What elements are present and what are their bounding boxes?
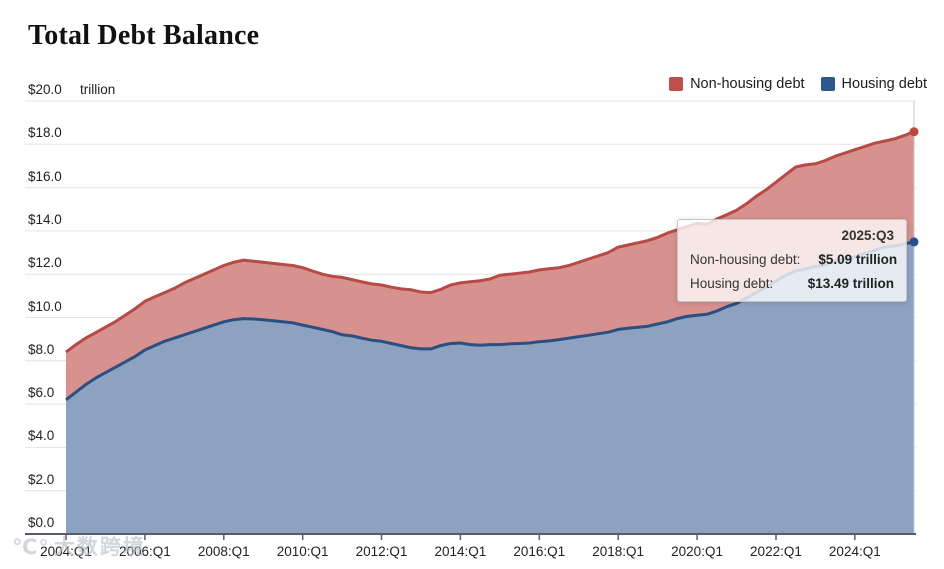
chart-title: Total Debt Balance bbox=[28, 20, 260, 51]
y-axis-tick-label: $4.0 bbox=[28, 428, 55, 444]
y-axis-tick-label: $20.0 bbox=[28, 82, 62, 97]
y-axis-unit-label: trillion bbox=[80, 82, 116, 97]
chart-tooltip: 2025:Q3 Non-housing debt: $5.09 trillion… bbox=[677, 219, 907, 302]
y-axis-tick-label: $6.0 bbox=[28, 385, 55, 401]
y-axis-tick-label: $16.0 bbox=[28, 168, 62, 184]
x-axis-tick-label: 2010:Q1 bbox=[276, 544, 329, 559]
y-axis-tick-label: $2.0 bbox=[28, 471, 55, 487]
tooltip-value-non-housing: $5.09 trillion bbox=[818, 252, 898, 267]
tooltip-label-non-housing: Non-housing debt: bbox=[690, 252, 801, 267]
legend-label-housing: Housing debt bbox=[841, 76, 927, 92]
x-axis-tick-label: 2018:Q1 bbox=[592, 544, 645, 559]
tooltip-value-housing: $13.49 trillion bbox=[807, 276, 894, 291]
y-axis-tick-label: $10.0 bbox=[28, 298, 62, 314]
tooltip-row-non-housing: Non-housing debt: $5.09 trillion bbox=[690, 252, 898, 267]
y-axis-tick-label: $0.0 bbox=[28, 515, 55, 530]
housing-debt-point[interactable] bbox=[909, 237, 919, 247]
x-axis-tick-label: 2014:Q1 bbox=[434, 544, 487, 559]
total-debt-line bbox=[65, 130, 915, 354]
x-axis-tick-label: 2004:Q1 bbox=[40, 544, 92, 559]
tooltip-period: 2025:Q3 bbox=[841, 228, 894, 243]
legend-item-non-housing[interactable]: Non-housing debt bbox=[669, 76, 805, 92]
x-axis-tick-label: 2020:Q1 bbox=[671, 544, 723, 559]
x-axis-tick-label: 2024:Q1 bbox=[828, 544, 881, 559]
x-axis-tick-label: 2008:Q1 bbox=[197, 544, 250, 559]
non-housing-swatch-icon bbox=[669, 77, 684, 91]
tooltip-row-housing: Housing debt: $13.49 trillion bbox=[690, 276, 894, 291]
legend-label-non-housing: Non-housing debt bbox=[690, 76, 805, 92]
y-axis-tick-label: $14.0 bbox=[28, 211, 62, 227]
housing-swatch-icon bbox=[820, 77, 835, 91]
y-axis-tick-label: $18.0 bbox=[28, 125, 62, 141]
tooltip-label-housing: Housing debt: bbox=[690, 276, 774, 291]
x-axis-tick-label: 2012:Q1 bbox=[355, 544, 408, 559]
y-axis-tick-label: $8.0 bbox=[28, 341, 55, 357]
legend-item-housing[interactable]: Housing debt bbox=[820, 76, 927, 92]
x-axis-tick-label: 2022:Q1 bbox=[750, 544, 802, 559]
legend: Non-housing debt Housing debt bbox=[669, 76, 927, 92]
y-axis-tick-label: $12.0 bbox=[28, 255, 62, 271]
x-axis-tick-label: 2006:Q1 bbox=[118, 544, 171, 559]
x-axis-tick-label: 2016:Q1 bbox=[513, 544, 566, 559]
total-debt-point[interactable] bbox=[909, 127, 919, 137]
